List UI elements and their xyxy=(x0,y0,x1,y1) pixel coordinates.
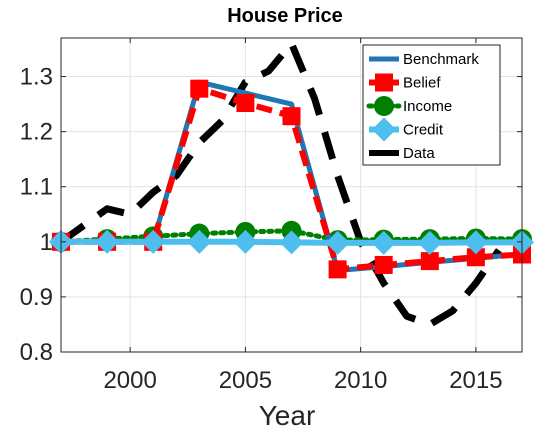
legend-benchmark-label: Benchmark xyxy=(403,51,479,68)
credit-series xyxy=(49,229,534,255)
legend-credit-label: Credit xyxy=(403,122,444,139)
x-tick-label: 2005 xyxy=(219,367,272,394)
legend-income-marker xyxy=(374,96,394,116)
legend-belief-label: Belief xyxy=(403,75,441,92)
credit-marker xyxy=(141,229,166,254)
belief-marker xyxy=(328,260,347,279)
y-tick-label: 1.2 xyxy=(20,119,53,146)
axis-ticks: 2000 2005 2010 2015 0.8 0.9 1 1.1 1.2 1.3 xyxy=(20,38,522,394)
belief-marker xyxy=(466,248,485,267)
credit-marker xyxy=(325,230,350,255)
x-tick-label: 2015 xyxy=(449,367,502,394)
series-layer xyxy=(49,40,534,328)
y-tick-label: 0.8 xyxy=(20,339,53,366)
plot-area-frame xyxy=(60,37,523,353)
y-tick-label: 1.1 xyxy=(20,174,53,201)
x-tick-label: 2000 xyxy=(103,367,156,394)
credit-marker xyxy=(233,229,258,254)
data-line xyxy=(58,40,502,328)
credit-marker xyxy=(95,229,120,254)
credit-marker xyxy=(417,230,442,255)
legend-data-label: Data xyxy=(403,145,435,162)
credit-marker xyxy=(187,229,212,254)
belief-marker xyxy=(190,79,209,98)
y-tick-label: 0.9 xyxy=(20,284,53,311)
legend-income-label: Income xyxy=(403,98,452,115)
belief-marker xyxy=(420,252,439,271)
belief-marker xyxy=(282,107,301,126)
belief-marker xyxy=(236,94,255,113)
legend-credit-marker xyxy=(372,117,396,142)
legend-belief-marker xyxy=(375,73,393,92)
credit-marker xyxy=(371,230,396,255)
chart-title: House Price xyxy=(227,5,343,27)
x-axis-label: Year xyxy=(259,400,316,431)
belief-marker xyxy=(374,255,393,274)
credit-marker xyxy=(279,230,304,255)
credit-marker xyxy=(463,230,488,255)
y-tick-label: 1.3 xyxy=(20,64,53,91)
legend: Benchmark Belief Income Credit Data xyxy=(362,44,501,166)
x-tick-label: 2010 xyxy=(334,367,387,394)
y-tick-label: 1 xyxy=(40,229,53,256)
data-series xyxy=(58,40,502,328)
